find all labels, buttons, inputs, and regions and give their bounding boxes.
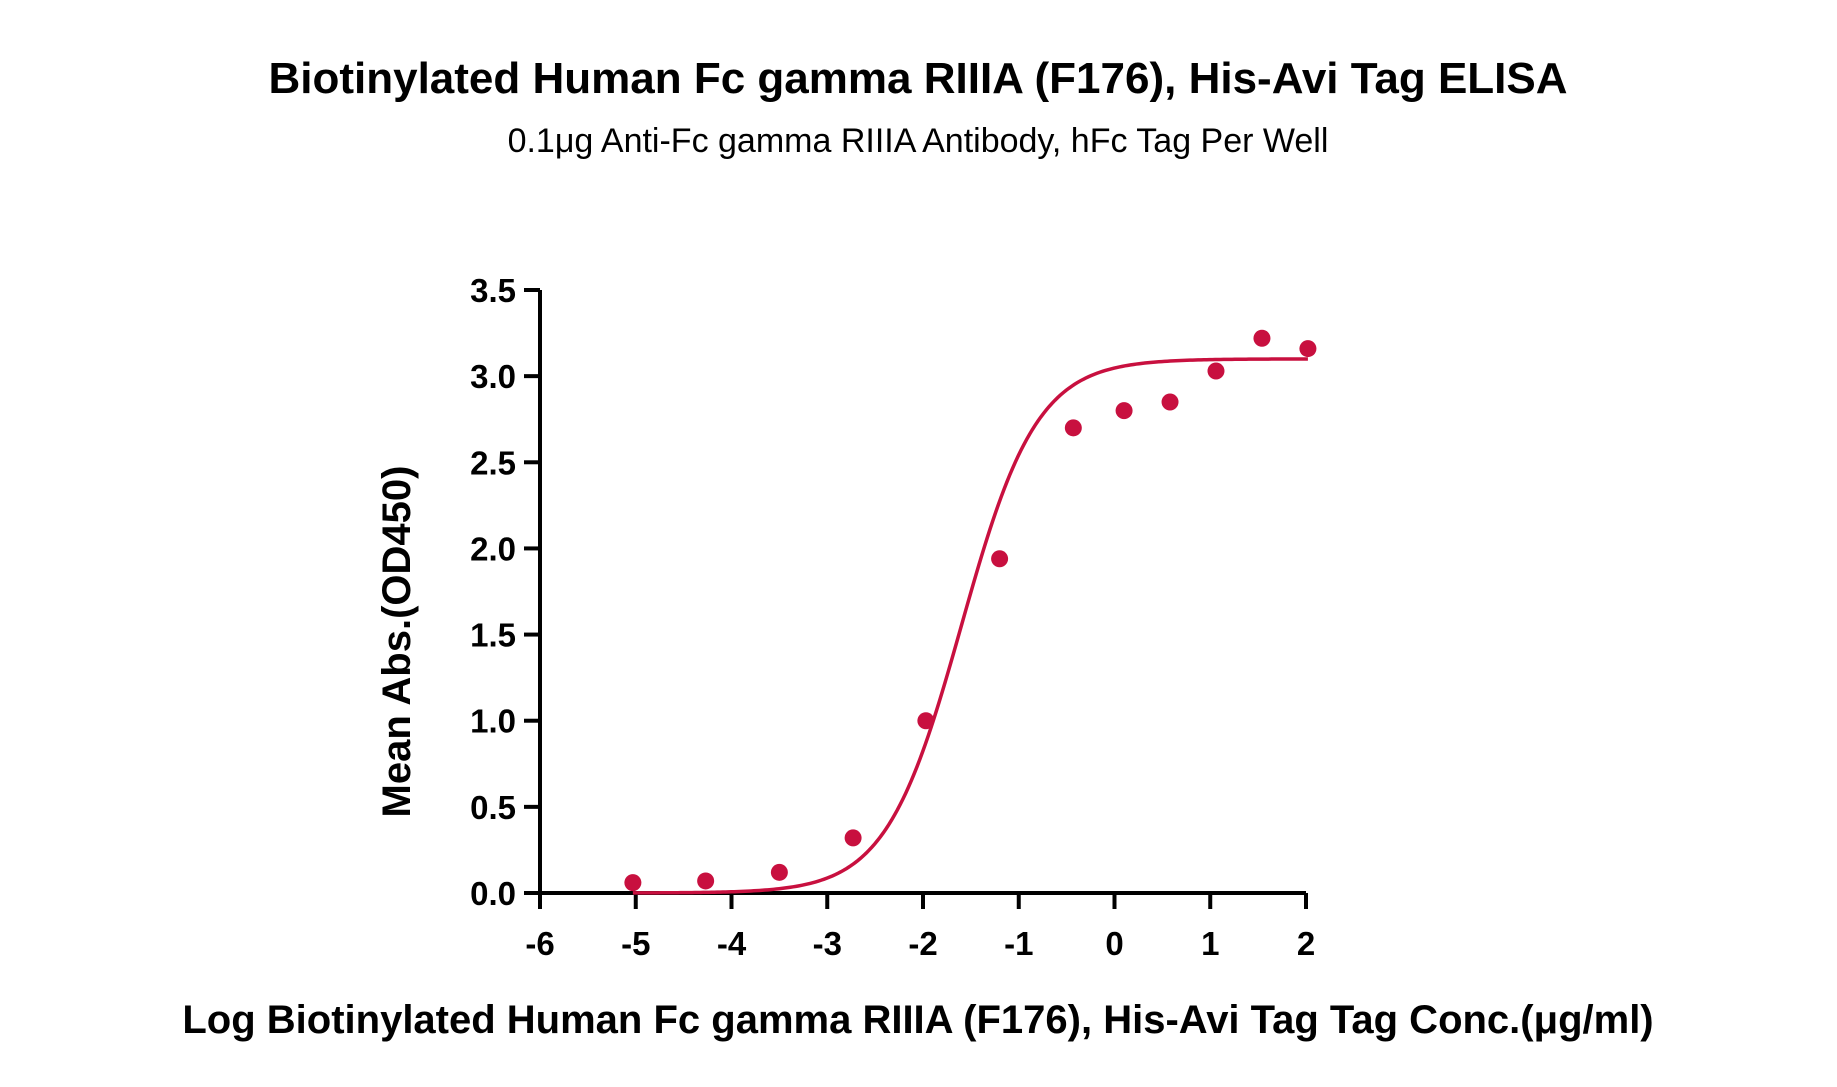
data-point — [1161, 393, 1179, 411]
x-tick-label: -2 — [908, 925, 937, 962]
x-tick-label: 1 — [1201, 925, 1219, 962]
data-points — [624, 329, 1317, 892]
data-point — [991, 550, 1009, 568]
axes — [538, 290, 1306, 895]
y-tick-label: 2.5 — [470, 444, 516, 481]
x-axis-label: Log Biotinylated Human Fc gamma RIIIA (F… — [182, 998, 1653, 1042]
y-tick-label: 1.0 — [470, 703, 516, 740]
data-point — [624, 874, 642, 892]
y-tick-label: 0.0 — [470, 875, 516, 912]
y-tick-label: 0.5 — [470, 789, 516, 826]
y-axis-ticks: 0.0 0.5 1.0 1.5 2.0 2.5 3.0 3.5 — [470, 272, 540, 912]
x-tick-label: -5 — [621, 925, 650, 962]
y-tick-label: 2.0 — [470, 530, 516, 567]
data-point — [697, 872, 715, 890]
y-tick-label: 1.5 — [470, 617, 516, 654]
x-tick-label: 2 — [1297, 925, 1315, 962]
chart-title: Biotinylated Human Fc gamma RIIIA (F176)… — [268, 54, 1567, 103]
data-point — [917, 712, 935, 730]
y-tick-label: 3.5 — [470, 272, 516, 309]
x-tick-label: 0 — [1105, 925, 1123, 962]
data-point — [1064, 419, 1082, 437]
x-tick-label: -6 — [525, 925, 554, 962]
data-point — [1207, 362, 1225, 380]
data-point — [770, 863, 788, 881]
x-tick-label: -1 — [1004, 925, 1033, 962]
fit-curve — [632, 357, 1308, 895]
x-tick-label: -3 — [813, 925, 842, 962]
data-point — [1115, 402, 1133, 420]
data-point — [844, 829, 862, 847]
y-tick-label: 3.0 — [470, 358, 516, 395]
data-point — [1253, 329, 1271, 347]
x-tick-label: -4 — [717, 925, 747, 962]
x-axis-ticks: -6 -5 -4 -3 -2 -1 0 1 2 — [525, 893, 1315, 962]
chart-subtitle: 0.1μg Anti-Fc gamma RIIIA Antibody, hFc … — [508, 122, 1329, 160]
y-axis-label: Mean Abs.(OD450) — [375, 466, 419, 818]
data-point — [1299, 340, 1317, 358]
